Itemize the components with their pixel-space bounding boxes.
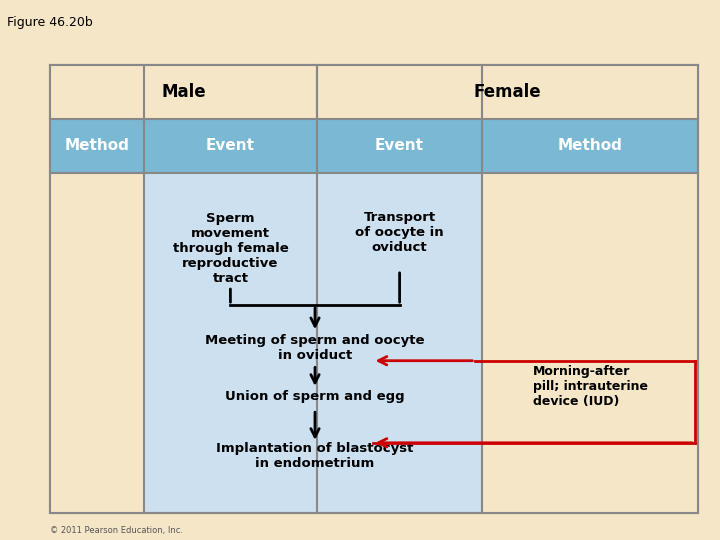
Text: Union of sperm and egg: Union of sperm and egg [225,390,405,403]
FancyBboxPatch shape [482,65,698,513]
Text: Figure 46.20b: Figure 46.20b [7,16,93,29]
Text: Morning-after
pill; intrauterine
device (IUD): Morning-after pill; intrauterine device … [533,364,648,408]
FancyBboxPatch shape [50,65,144,513]
Text: Meeting of sperm and oocyte
in oviduct: Meeting of sperm and oocyte in oviduct [205,334,425,362]
Text: Event: Event [375,138,424,153]
Text: Female: Female [474,83,541,101]
Text: Transport
of oocyte in
oviduct: Transport of oocyte in oviduct [355,211,444,254]
Text: Male: Male [161,83,206,101]
Text: Method: Method [65,138,130,153]
FancyBboxPatch shape [50,65,698,513]
FancyBboxPatch shape [50,119,698,173]
Text: © 2011 Pearson Education, Inc.: © 2011 Pearson Education, Inc. [50,525,184,535]
FancyBboxPatch shape [50,65,698,119]
Text: Implantation of blastocyst
in endometrium: Implantation of blastocyst in endometriu… [216,442,414,470]
Text: Sperm
movement
through female
reproductive
tract: Sperm movement through female reproducti… [173,212,288,285]
Text: Event: Event [206,138,255,153]
Text: Method: Method [558,138,623,153]
